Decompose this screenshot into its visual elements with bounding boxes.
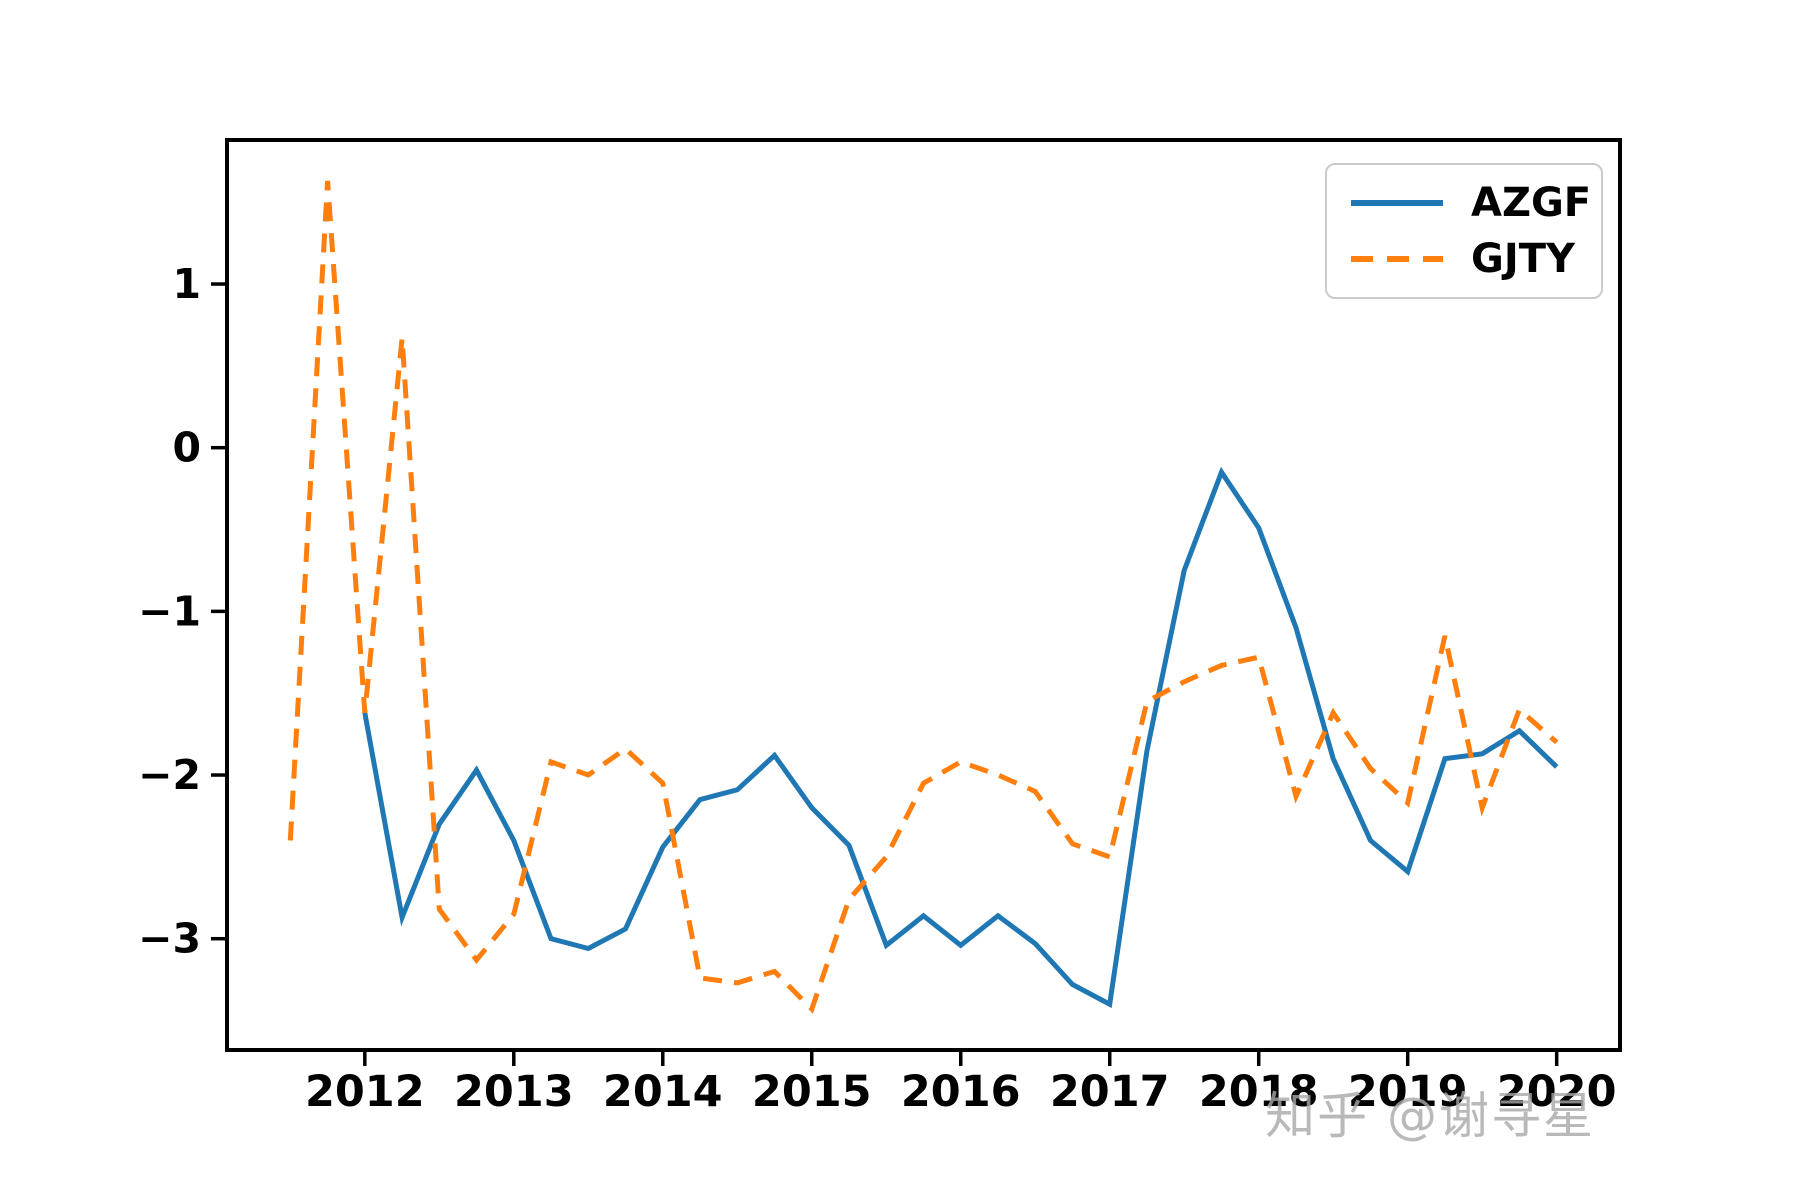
y-axis-tick-label: 1 (172, 260, 201, 308)
legend-item-azgf: AZGF (1351, 183, 1591, 223)
legend-label-gjty: GJTY (1471, 236, 1575, 282)
x-axis-tick-label: 2012 (305, 1067, 425, 1117)
y-axis-tick-label: 0 (172, 424, 201, 472)
x-axis-tick-label: 2017 (1050, 1067, 1170, 1117)
gjty-line-sample-icon (1351, 256, 1443, 262)
x-axis-tick-label: 2015 (752, 1067, 872, 1117)
x-axis-tick-label: 2013 (454, 1067, 574, 1117)
x-axis-tick-label: 2019 (1348, 1067, 1468, 1117)
y-axis-tick-label: −2 (138, 751, 201, 799)
watermark: 知乎 @谢寻星 (1265, 1087, 1595, 1145)
azgf-line-sample-icon (1351, 200, 1443, 206)
legend: AZGF GJTY (1325, 163, 1603, 299)
azgf-line (362, 466, 1559, 1009)
legend-label-azgf: AZGF (1471, 180, 1592, 226)
plot-border (225, 138, 1622, 1052)
x-axis-tick-label: 2018 (1199, 1067, 1319, 1117)
x-axis-tick-label: 2014 (603, 1067, 723, 1117)
y-axis-tick-label: −1 (138, 587, 201, 635)
gjty-line (287, 180, 1559, 1014)
legend-item-gjty: GJTY (1351, 239, 1577, 279)
y-axis-tick-label: −3 (138, 915, 201, 963)
x-axis-tick-label: 2016 (901, 1067, 1021, 1117)
x-axis-tick-label: 2020 (1497, 1067, 1617, 1117)
